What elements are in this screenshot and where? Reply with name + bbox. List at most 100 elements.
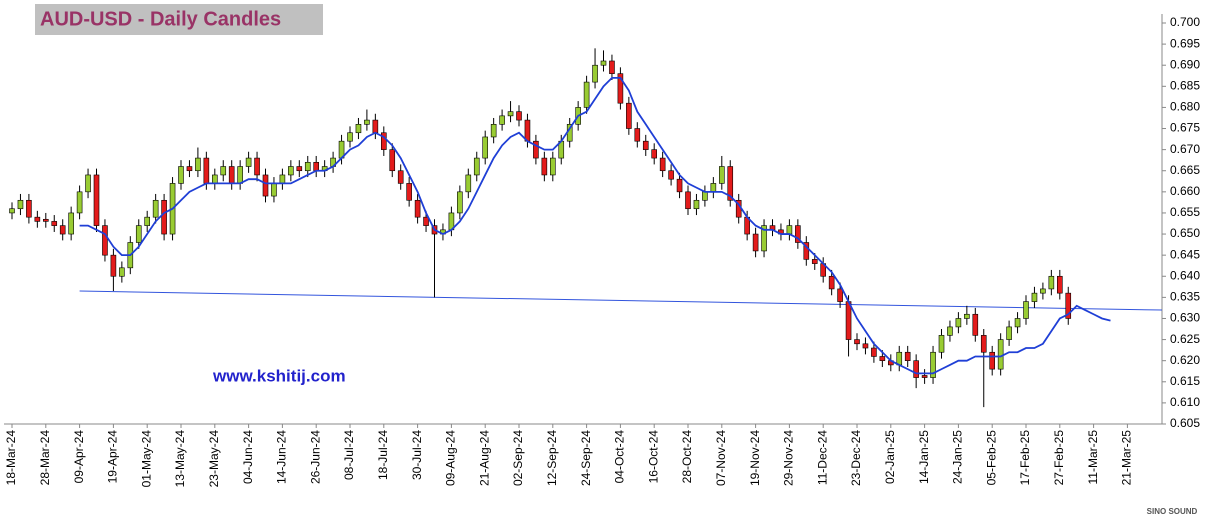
x-tick-label: 14-Jan-25: [917, 430, 931, 484]
candle-body: [355, 124, 362, 134]
x-tick-label: 17-Feb-25: [1018, 430, 1032, 486]
candle-body: [203, 157, 210, 184]
candle-body: [135, 225, 142, 243]
y-tick-label: 0.605: [1170, 416, 1200, 430]
x-tick-label: 01-May-24: [139, 430, 153, 488]
candle-body: [59, 225, 66, 235]
x-tick-label: 13-May-24: [173, 430, 187, 488]
candle-body: [609, 60, 615, 74]
x-tick-label: 14-Jun-24: [275, 430, 289, 484]
candle-body: [972, 313, 979, 336]
candle-body: [676, 178, 683, 193]
candle-body: [228, 166, 235, 184]
x-tick-label: 05-Feb-25: [984, 430, 998, 486]
candle-body: [465, 174, 472, 193]
candle-body: [913, 360, 919, 378]
x-tick-label: 09-Aug-24: [444, 430, 458, 486]
candle-body: [93, 174, 100, 226]
y-tick-label: 0.660: [1170, 184, 1200, 198]
candle-body: [220, 166, 227, 176]
candle-body: [152, 199, 159, 218]
candle-body: [271, 183, 277, 197]
candle-body: [524, 119, 531, 142]
candle-body: [17, 199, 24, 210]
x-tick-label: 04-Jun-24: [241, 430, 255, 484]
candle-body: [279, 174, 286, 184]
candle-body: [102, 225, 108, 256]
moving-average: [79, 76, 1111, 375]
candle-body: [862, 343, 869, 349]
y-tick-label: 0.610: [1170, 395, 1200, 409]
candle-body: [668, 170, 674, 180]
trendline: [79, 290, 1163, 311]
y-tick-label: 0.635: [1170, 290, 1200, 304]
y-tick-label: 0.690: [1170, 57, 1200, 71]
y-tick-label: 0.625: [1170, 332, 1200, 346]
candle-body: [659, 157, 666, 172]
x-tick-label: 11-Dec-24: [815, 430, 829, 485]
x-tick-label: 21-Mar-25: [1120, 430, 1134, 486]
y-tick-label: 0.640: [1170, 268, 1200, 282]
candle-body: [651, 149, 658, 159]
x-tick-label: 19-Nov-24: [748, 430, 762, 486]
x-tick-label: 24-Jan-25: [951, 430, 965, 484]
y-tick-label: 0.665: [1170, 163, 1200, 177]
x-tick-label: 19-Apr-24: [106, 430, 120, 484]
candle-body: [9, 208, 15, 214]
candle-body: [473, 157, 480, 176]
candle-body: [499, 115, 505, 125]
candle-body: [837, 288, 843, 302]
candle-body: [727, 166, 734, 201]
candle-body: [592, 64, 598, 83]
y-tick-label: 0.685: [1170, 78, 1200, 92]
candle-body: [119, 267, 125, 277]
candle-body: [710, 183, 717, 193]
candle-body: [245, 157, 252, 167]
x-tick-label: 04-Oct-24: [613, 430, 627, 484]
candle-body: [938, 335, 945, 353]
candle-body: [904, 351, 911, 361]
candle-body: [26, 199, 32, 218]
candle-body: [304, 161, 311, 172]
x-tick-label: 28-Oct-24: [680, 430, 694, 484]
candle-body: [583, 81, 590, 108]
x-tick-label: 30-Jul-24: [410, 430, 424, 480]
candle-body: [955, 318, 962, 328]
x-tick-label: 18-Mar-24: [4, 430, 18, 486]
candle-body: [380, 132, 387, 150]
candle-body: [626, 102, 632, 129]
y-tick-label: 0.645: [1170, 247, 1200, 261]
y-tick-label: 0.630: [1170, 311, 1200, 325]
candle-body: [76, 191, 83, 214]
x-tick-label: 12-Sep-24: [545, 430, 559, 486]
candle-body: [254, 157, 260, 176]
x-tick-label: 08-Jul-24: [342, 430, 356, 480]
candle-body: [186, 166, 193, 172]
x-tick-label: 24-Sep-24: [579, 430, 593, 486]
candle-body: [144, 216, 150, 226]
candle-body: [541, 157, 548, 176]
candle-body: [212, 174, 218, 184]
y-tick-label: 0.670: [1170, 142, 1200, 156]
candle-body: [702, 191, 708, 201]
candle-body: [457, 191, 463, 214]
candle-body: [507, 111, 514, 117]
candle-body: [1014, 318, 1021, 328]
watermark: www.kshitij.com: [212, 366, 346, 385]
candle-body: [364, 119, 370, 125]
y-tick-label: 0.680: [1170, 100, 1200, 114]
candle-body: [634, 128, 641, 142]
candle-body: [482, 136, 489, 159]
candle-body: [313, 161, 320, 172]
candle-body: [845, 301, 852, 340]
candle-body: [288, 166, 294, 176]
candle-body: [964, 313, 970, 319]
candle-body: [879, 356, 886, 361]
candle-body: [752, 233, 759, 252]
candle-body: [110, 254, 117, 277]
candle-body: [85, 174, 91, 193]
candle-body: [786, 225, 793, 235]
x-tick-label: 26-Jun-24: [308, 430, 322, 484]
candle-body: [237, 166, 243, 184]
x-tick-label: 09-Apr-24: [72, 430, 86, 484]
